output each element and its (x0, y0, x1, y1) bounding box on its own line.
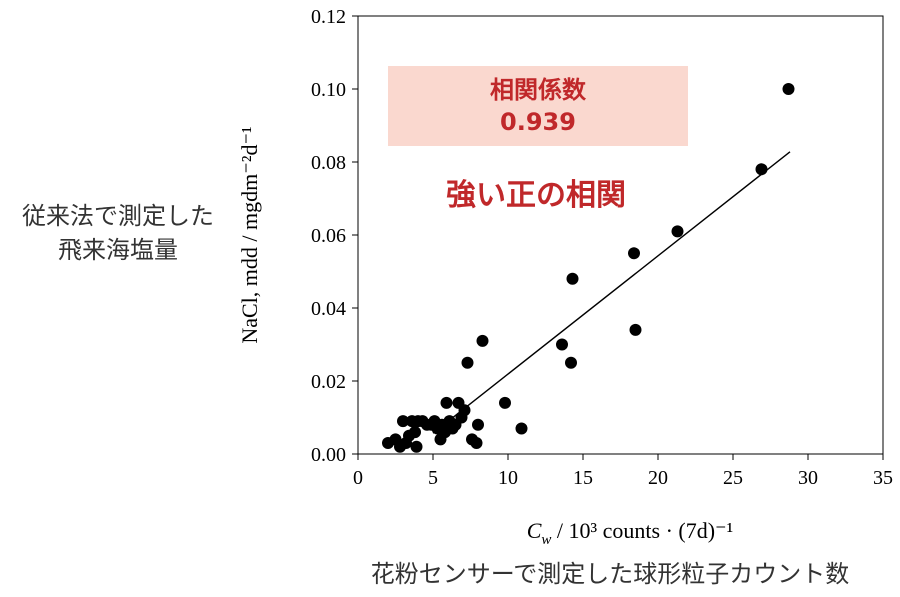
y-tick-label: 0.06 (311, 225, 346, 247)
correlation-box (388, 66, 688, 146)
x-tick-label: 20 (648, 467, 668, 489)
data-point (566, 272, 579, 285)
strong-positive-correlation-annotation: 強い正の相関 (446, 178, 626, 213)
x-tick-label: 0 (353, 467, 363, 489)
data-point (409, 426, 421, 439)
x-tick-label: 30 (798, 467, 818, 489)
data-point (461, 356, 474, 369)
y-tick-label: 0.08 (311, 152, 346, 174)
y-tick-label: 0.04 (311, 298, 346, 320)
data-point (499, 396, 511, 409)
x-axis-ticks: 0 5 10 15 20 25 30 35 (353, 454, 893, 489)
y-tick-label: 0.10 (311, 79, 346, 101)
y-axis-description-line1: 従来法で測定した (22, 202, 214, 230)
x-tick-label: 35 (873, 467, 893, 489)
data-point (556, 338, 568, 351)
data-point (629, 323, 642, 336)
x-tick-label: 25 (723, 467, 743, 489)
y-tick-label: 0.00 (311, 444, 346, 466)
x-axis-label-symbol: C (527, 518, 542, 543)
data-point (565, 356, 577, 369)
data-point (671, 225, 684, 238)
y-axis-description-line2: 飛来海塩量 (58, 236, 178, 264)
x-tick-label: 15 (573, 467, 593, 489)
data-point (397, 415, 409, 428)
trendline (432, 151, 791, 434)
data-point (410, 440, 423, 453)
data-point (782, 83, 795, 95)
y-tick-label: 0.12 (311, 6, 346, 28)
x-tick-label: 10 (498, 467, 518, 489)
x-axis-label: Cw / 10³ counts · (7d)⁻¹ (527, 518, 734, 548)
y-axis-label: NaCl, mdd / mgdm⁻²d⁻¹ (237, 126, 262, 343)
y-tick-label: 0.02 (311, 371, 346, 393)
correlation-box-title: 相関係数 (490, 76, 587, 104)
data-point (472, 418, 484, 431)
y-axis-ticks: 0.00 0.02 0.04 0.06 0.08 0.10 0.12 (311, 6, 358, 466)
x-axis-description: 花粉センサーで測定した球形粒子カウント数 (371, 560, 850, 588)
data-point (628, 247, 640, 260)
data-point (476, 334, 489, 347)
x-axis-label-rest: / 10³ counts · (7d)⁻¹ (551, 518, 733, 543)
x-tick-label: 5 (428, 467, 438, 489)
data-point (755, 163, 768, 176)
correlation-box-value: 0.939 (500, 108, 576, 136)
data-points (382, 83, 795, 453)
x-axis-label-subscript: w (541, 532, 551, 548)
data-point (470, 437, 483, 450)
data-point (515, 422, 528, 435)
data-point (440, 396, 453, 409)
trendline-group (432, 151, 791, 434)
data-point (458, 404, 471, 417)
